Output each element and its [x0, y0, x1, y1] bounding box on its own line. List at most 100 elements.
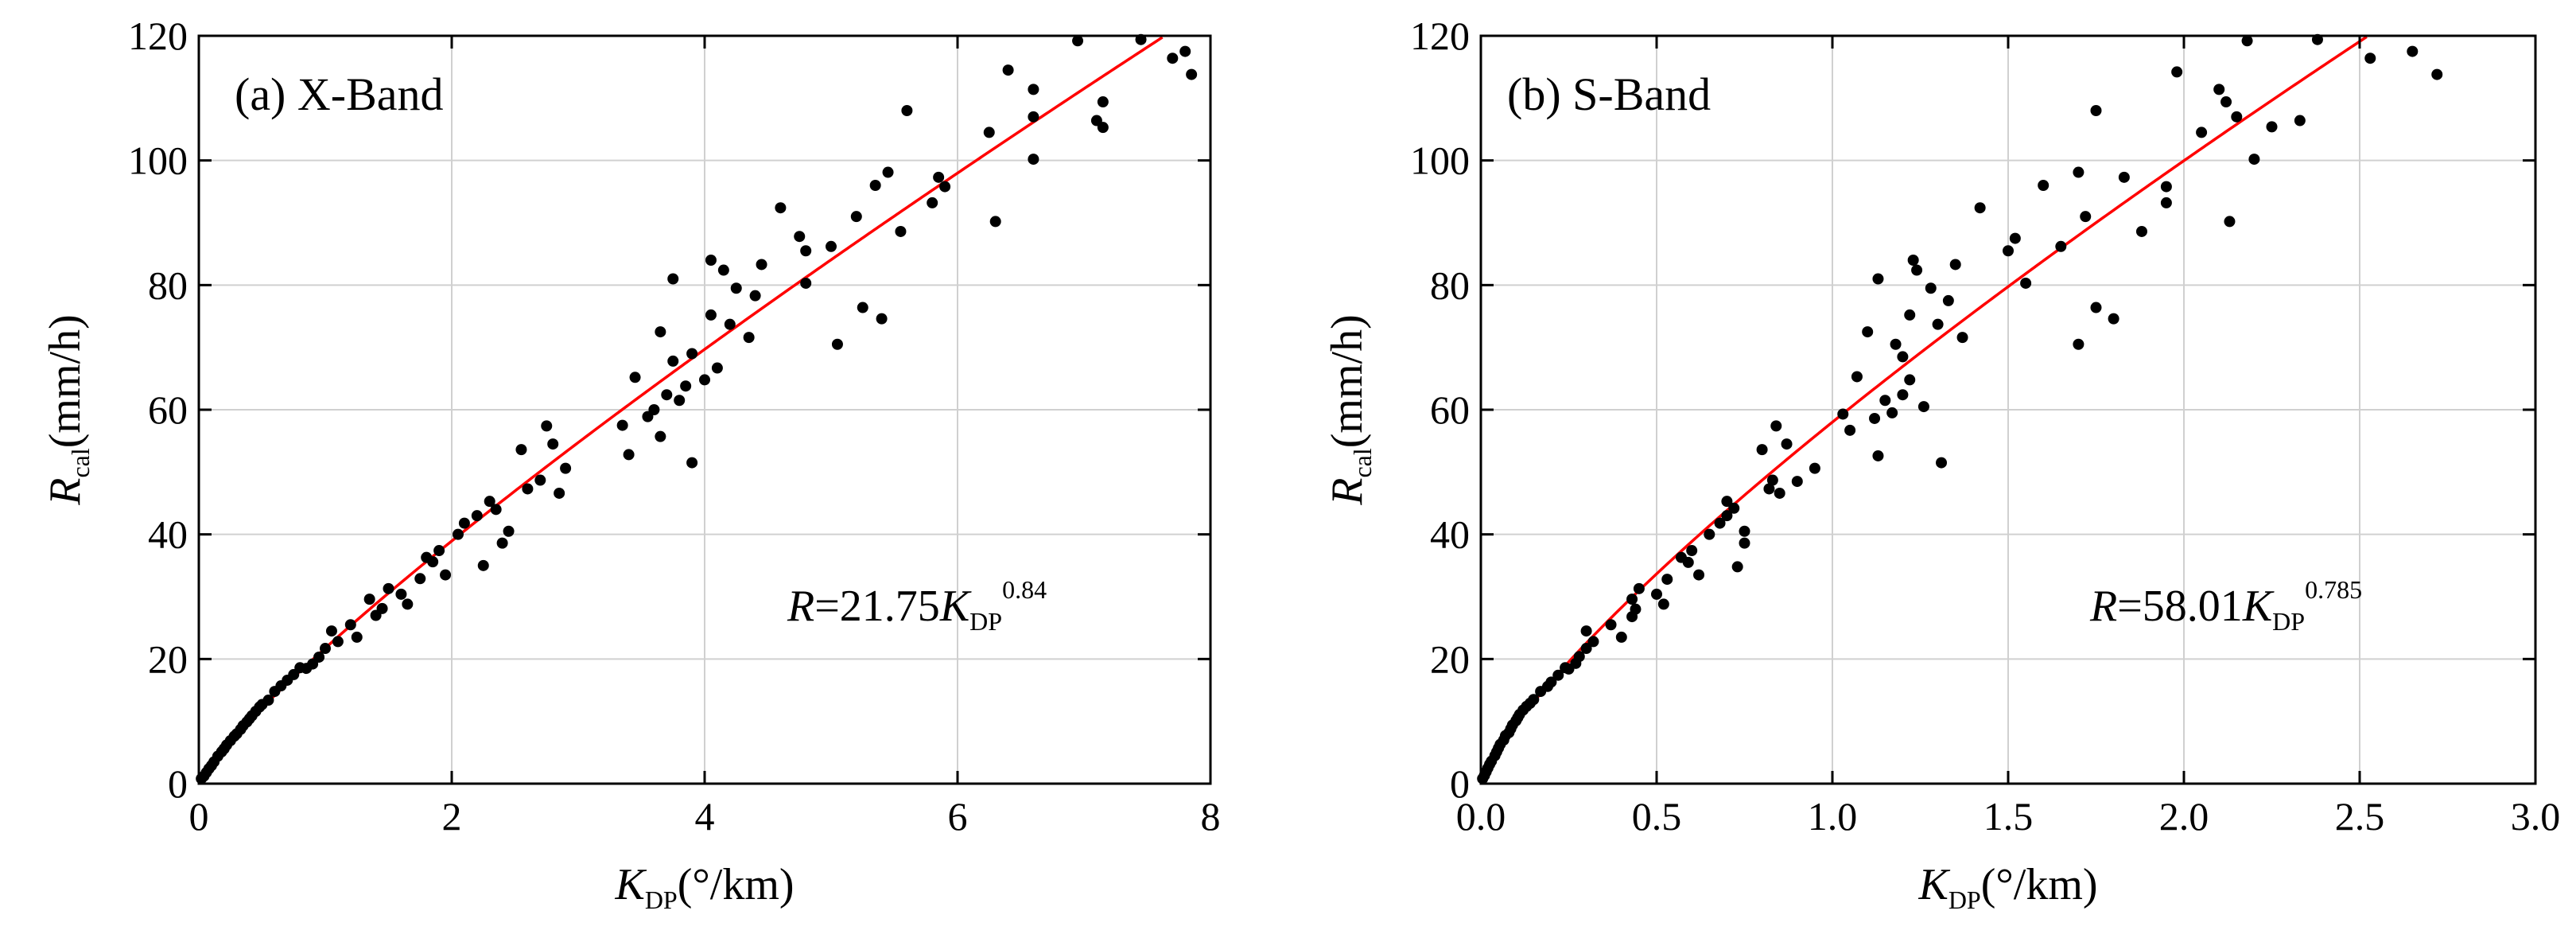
data-point-81: [1936, 457, 1948, 469]
data-point-38: [1633, 582, 1645, 594]
x-axis-sub: DP: [1949, 885, 1981, 914]
data-point-63: [1844, 424, 1856, 436]
data-point-54: [515, 444, 527, 456]
grid-lines-x-band: [198, 35, 1211, 784]
data-point-67: [1872, 273, 1884, 285]
data-point-31: [325, 625, 337, 637]
data-point-70: [1886, 407, 1898, 418]
data-point-90: [2055, 240, 2067, 252]
data-point-33: [1605, 619, 1617, 631]
data-point-72: [1897, 351, 1909, 363]
data-point-80: [1932, 318, 1944, 330]
data-point-91: [2073, 166, 2085, 178]
data-point-21: [1528, 694, 1540, 706]
data-point-29: [1573, 651, 1585, 663]
data-point-100: [939, 181, 951, 193]
data-point-51: [1731, 561, 1743, 573]
fit-curve-group-x-band: [197, 36, 1164, 784]
data-point-84: [756, 259, 767, 271]
y-tick-label-4: 80: [148, 263, 188, 307]
data-point-105: [1028, 111, 1039, 123]
data-point-53: [1739, 537, 1750, 549]
data-point-44: [433, 545, 445, 557]
data-point-67: [655, 326, 666, 338]
data-point-58: [547, 438, 559, 450]
data-point-113: [2407, 45, 2419, 57]
y-tick-label-3: 60: [148, 387, 188, 432]
data-point-90: [831, 338, 843, 350]
data-point-83: [1949, 259, 1961, 271]
data-point-57: [1770, 420, 1782, 432]
data-point-106: [2231, 111, 2243, 123]
x-tick-label-2: 4: [695, 794, 715, 839]
data-point-94: [876, 313, 888, 325]
data-point-107: [2241, 35, 2253, 47]
panel-s-band: 0.0 0.5 1.0 1.5 2.0 2.5 3.0 0 20 40 60 80 100 120 (b)…: [1323, 14, 2560, 914]
data-point-41: [1661, 574, 1673, 586]
data-point-59: [554, 487, 565, 499]
data-point-102: [2196, 126, 2208, 138]
panel-label-s-band: (b) S-Band: [1507, 68, 1711, 120]
data-point-69: [667, 355, 679, 367]
x-tick-label-2: 1.0: [1808, 794, 1858, 839]
data-point-38: [383, 582, 394, 594]
data-point-88: [2020, 277, 2032, 289]
data-point-59: [1781, 438, 1793, 450]
data-point-24: [1545, 676, 1557, 688]
data-point-96: [895, 225, 907, 237]
data-point-92: [2073, 338, 2085, 350]
data-point-56: [534, 474, 546, 486]
data-point-82: [1942, 294, 1954, 306]
data-point-85: [1974, 202, 1986, 214]
data-point-77: [1911, 264, 1923, 276]
data-point-43: [427, 556, 439, 568]
y-tick-label-5: 100: [128, 138, 188, 183]
eq-symbol: K: [939, 582, 972, 631]
data-point-114: [1186, 68, 1198, 80]
y-axis-sub: cal: [1348, 448, 1377, 477]
data-point-89: [826, 240, 837, 252]
y-axis-symbol: R: [1323, 478, 1372, 506]
x-tick-label-5: 2.5: [2335, 794, 2385, 839]
data-point-65: [648, 404, 660, 415]
data-point-109: [1097, 122, 1109, 134]
data-points-x-band: [196, 33, 1198, 784]
data-point-103: [2213, 84, 2225, 95]
data-point-79: [1925, 282, 1937, 294]
data-point-95: [882, 166, 894, 178]
data-point-86: [794, 231, 806, 243]
data-point-25: [1552, 669, 1564, 681]
data-point-30: [320, 643, 331, 655]
data-point-84: [1956, 332, 1968, 344]
data-point-37: [1630, 603, 1642, 615]
x-tick-label-6: 3.0: [2511, 794, 2561, 839]
y-axis-title-x-band: Rcal(mm/h): [41, 314, 95, 506]
y-tick-label-0: 0: [168, 761, 188, 806]
data-point-40: [402, 598, 414, 610]
y-axis-unit: (mm/h): [1323, 314, 1372, 448]
data-point-30: [1580, 643, 1592, 655]
data-point-50: [1728, 502, 1740, 514]
data-point-106: [1028, 84, 1039, 95]
y-tick-label-2: 40: [148, 512, 188, 557]
data-point-81: [730, 282, 742, 294]
data-point-39: [1651, 588, 1662, 600]
x-axis-unit: (°/km): [678, 860, 795, 909]
data-point-76: [1907, 255, 1919, 266]
data-point-110: [1097, 96, 1109, 108]
data-point-78: [711, 362, 723, 374]
x-axis-title-x-band: KDP(°/km): [614, 860, 794, 914]
data-point-96: [2108, 313, 2119, 325]
data-point-72: [680, 380, 692, 392]
data-point-48: [1721, 510, 1733, 522]
data-point-58: [1774, 487, 1785, 499]
data-point-41: [414, 573, 426, 585]
ticks-s-band: 0.0 0.5 1.0 1.5 2.0 2.5 3.0 0 20 40 60 80 100 120: [1410, 14, 2560, 839]
data-point-64: [1851, 371, 1863, 383]
x-tick-label-0: 0.0: [1456, 794, 1506, 839]
data-point-73: [1897, 389, 1909, 401]
data-point-89: [2038, 180, 2050, 191]
eq-exp: 0.785: [2305, 575, 2362, 604]
data-point-73: [686, 348, 698, 360]
